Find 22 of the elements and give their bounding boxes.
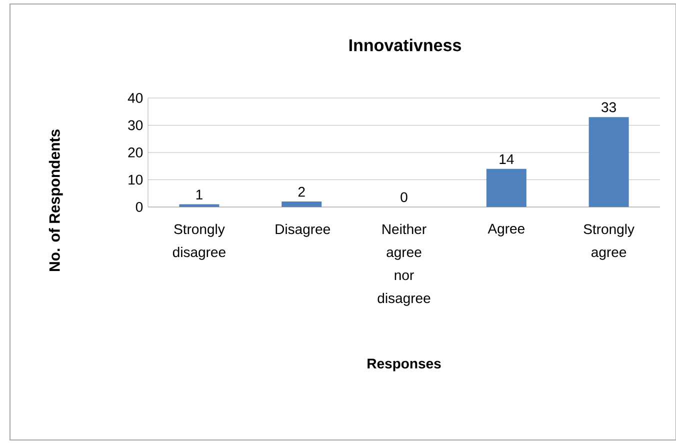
y-tick-label: 30 [128, 120, 143, 130]
data-label: 14 [500, 154, 514, 164]
x-axis-title: Responses [368, 358, 441, 372]
y-tick-label: 0 [136, 202, 143, 212]
x-tick-label: Strongly disagree [172, 224, 226, 260]
y-tick-label: 40 [128, 93, 143, 103]
data-label: 33 [602, 102, 616, 112]
data-label: 2 [298, 186, 305, 197]
x-tick-label: Strongly agree [584, 224, 634, 260]
x-tick-label: Disagree [276, 224, 330, 237]
data-label: 1 [196, 190, 202, 200]
x-tick-label: Agree [488, 224, 524, 236]
data-label: 0 [400, 192, 408, 202]
y-tick-label: 20 [128, 148, 143, 158]
bar [588, 117, 629, 207]
y-axis-title: No. of Respondents [48, 130, 63, 271]
bar [486, 168, 526, 207]
y-tick-label: 10 [128, 174, 143, 185]
bar [179, 204, 220, 207]
x-tick-label: Neither agree nor disagree [378, 224, 430, 306]
chart-title: Innovativness [349, 38, 461, 52]
bar [282, 202, 322, 207]
